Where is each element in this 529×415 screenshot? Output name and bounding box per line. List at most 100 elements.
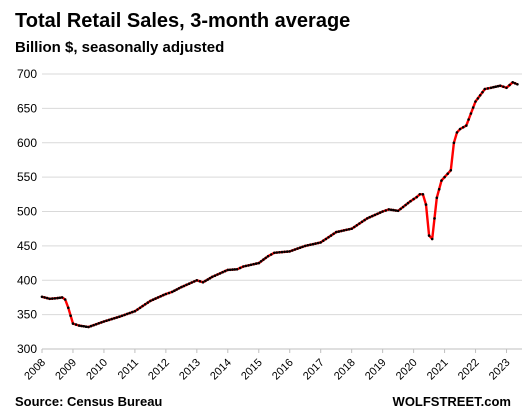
data-point [347, 228, 351, 231]
data-point [154, 297, 157, 300]
data-point [508, 83, 511, 87]
x-tick-label: 2012 [146, 357, 172, 383]
data-point [123, 313, 126, 317]
data-point [63, 298, 67, 301]
data-point [177, 287, 181, 290]
data-point [242, 265, 245, 268]
data-point [350, 227, 354, 230]
data-point [516, 83, 519, 86]
data-markers [40, 81, 519, 329]
data-point [303, 244, 307, 248]
data-point [327, 236, 330, 239]
data-point [131, 310, 134, 314]
data-point [511, 81, 514, 84]
data-point [213, 274, 217, 278]
data-point [365, 217, 369, 220]
data-point [342, 229, 346, 232]
data-point [198, 280, 202, 283]
x-tick-label: 2017 [301, 357, 327, 383]
data-point [280, 250, 284, 254]
data-point [412, 197, 415, 201]
data-point [118, 315, 121, 319]
data-point [162, 293, 165, 297]
data-point [481, 90, 484, 94]
data-point [353, 225, 356, 229]
data-point [478, 94, 482, 97]
y-tick-label: 500 [17, 205, 37, 219]
x-tick-label: 2011 [116, 357, 141, 382]
data-point [360, 220, 364, 224]
series-line [40, 81, 519, 329]
x-tick-label: 2021 [425, 357, 451, 383]
data-point [467, 118, 470, 121]
chart-title: Total Retail Sales, 3-month average [15, 10, 351, 32]
data-point [264, 256, 268, 260]
data-point [48, 297, 51, 301]
data-point [173, 289, 176, 293]
x-axis-tick-labels: 2008 2009 2010 2011 2012 2013 2014 2015 2016 2017… [22, 357, 512, 383]
data-point [51, 297, 54, 300]
data-point [415, 195, 419, 199]
data-point [269, 253, 273, 256]
data-series [40, 81, 519, 329]
data-point [204, 279, 207, 283]
data-point [107, 318, 111, 322]
data-point [273, 251, 276, 255]
data-point [252, 262, 255, 266]
data-point [195, 279, 199, 282]
data-point [228, 268, 232, 272]
x-tick-label: 2013 [177, 357, 203, 383]
data-point [443, 175, 446, 179]
data-point [190, 281, 193, 284]
data-point [244, 264, 248, 268]
data-point [45, 296, 49, 300]
data-point [102, 320, 106, 323]
data-point [469, 112, 473, 115]
data-point [332, 232, 335, 236]
data-point [87, 325, 90, 329]
data-point [358, 222, 361, 225]
data-point [494, 85, 498, 88]
data-point [399, 207, 402, 211]
data-point [345, 228, 348, 232]
data-point [71, 322, 75, 325]
data-point [136, 308, 139, 311]
data-point [257, 261, 261, 265]
data-point [74, 323, 78, 326]
data-point [334, 230, 338, 234]
data-point [489, 86, 493, 90]
data-point [373, 213, 377, 217]
data-point [141, 304, 144, 308]
data-point [368, 215, 372, 219]
y-tick-label: 550 [17, 170, 37, 184]
data-point [392, 208, 395, 212]
data-point [492, 85, 495, 89]
data-point [427, 234, 431, 237]
y-tick-label: 350 [17, 308, 37, 322]
data-point [337, 230, 341, 233]
x-tick-label: 2009 [53, 357, 79, 383]
data-point [156, 296, 160, 299]
data-point [306, 244, 310, 247]
data-point [60, 296, 64, 299]
data-point [483, 87, 487, 91]
data-point [421, 193, 425, 196]
y-tick-label: 700 [17, 67, 37, 81]
data-point [89, 324, 93, 328]
data-point [259, 260, 263, 263]
source-note: Source: Census Bureau [15, 394, 163, 409]
data-point [324, 237, 328, 241]
data-point [206, 278, 209, 281]
data-point [249, 263, 253, 267]
data-point [226, 268, 230, 272]
data-point [115, 316, 119, 319]
data-point [266, 254, 270, 258]
data-point [298, 246, 302, 249]
data-point [128, 311, 131, 315]
data-point [396, 209, 400, 213]
data-point [105, 319, 108, 323]
data-point [278, 251, 281, 254]
data-point [430, 237, 434, 241]
data-point [384, 209, 388, 212]
